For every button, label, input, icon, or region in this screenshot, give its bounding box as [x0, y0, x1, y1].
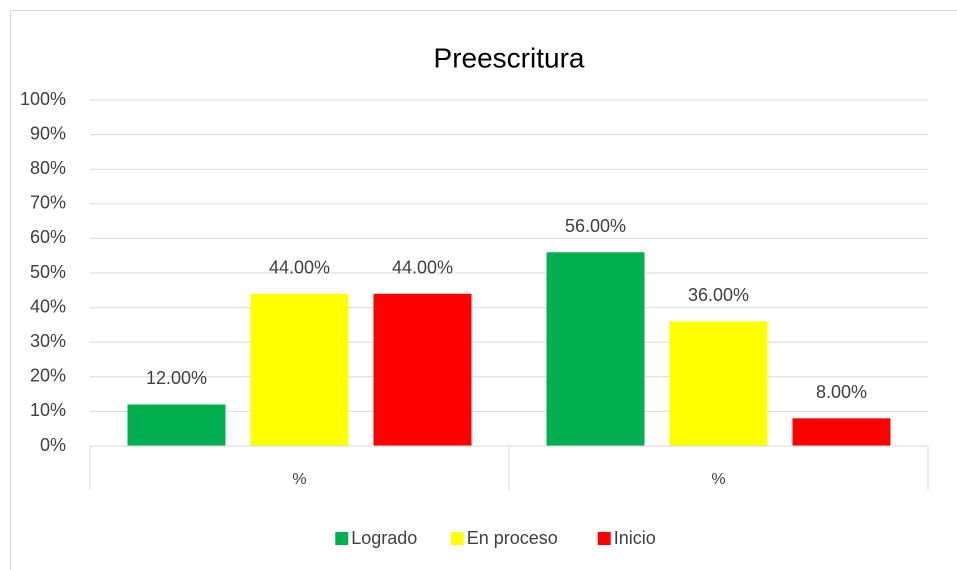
legend-swatch: [335, 532, 349, 545]
value-label: 56.00%: [565, 216, 626, 236]
value-label: 44.00%: [392, 258, 453, 278]
bar: [373, 293, 472, 446]
bar: [250, 293, 349, 446]
x-tick-label: %: [292, 471, 306, 488]
value-label: 8.00%: [816, 382, 867, 402]
y-tick-label: 40%: [30, 296, 66, 316]
bar: [669, 321, 768, 446]
bar: [792, 418, 891, 446]
legend-label: Logrado: [351, 528, 417, 548]
chart-title: Preescritura: [434, 42, 585, 73]
bar: [546, 252, 645, 446]
y-tick-label: 0%: [40, 435, 66, 455]
y-tick-label: 20%: [30, 366, 66, 386]
chart-frame: [10, 10, 957, 570]
legend-label: En proceso: [467, 528, 558, 548]
y-tick-label: 70%: [30, 193, 66, 213]
value-label: 44.00%: [269, 258, 330, 278]
y-tick-label: 30%: [30, 331, 66, 351]
y-tick-label: 50%: [30, 262, 66, 282]
y-tick-label: 80%: [30, 158, 66, 178]
y-tick-label: 60%: [30, 227, 66, 247]
legend-label: Inicio: [614, 528, 656, 548]
legend-swatch: [450, 532, 464, 545]
y-tick-label: 10%: [30, 400, 66, 420]
y-tick-label: 100%: [20, 89, 66, 109]
value-label: 12.00%: [146, 368, 207, 388]
x-tick-label: %: [711, 471, 725, 488]
legend-swatch: [597, 532, 611, 545]
bar: [127, 404, 226, 446]
value-label: 36.00%: [688, 285, 749, 305]
y-tick-label: 90%: [30, 123, 66, 143]
